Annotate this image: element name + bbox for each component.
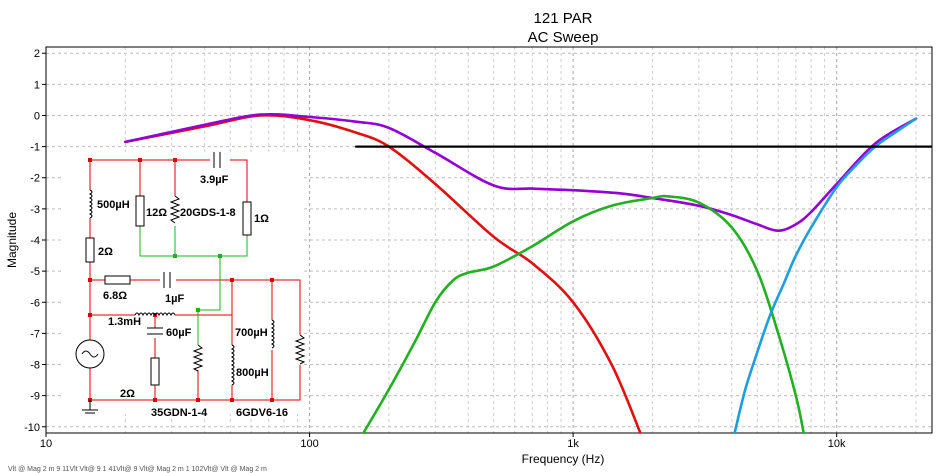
y-tick-label: -7 bbox=[30, 328, 40, 340]
series-line-blue bbox=[733, 117, 918, 433]
chart-subtitle: AC Sweep bbox=[528, 29, 599, 46]
y-tick-label: 0 bbox=[34, 110, 40, 122]
schematic-label-12ohm: 12Ω bbox=[146, 207, 167, 219]
schematic-label-1ohm: 1Ω bbox=[254, 213, 269, 225]
x-tick-label: 10k bbox=[828, 438, 846, 450]
y-tick-label: -3 bbox=[30, 204, 40, 216]
y-tick-label: -10 bbox=[24, 422, 40, 434]
x-tick-label: 1k bbox=[567, 438, 579, 450]
schematic-label-60uF: 60µF bbox=[166, 327, 192, 339]
y-tick-label: -1 bbox=[30, 142, 40, 154]
schematic-label-35gdn: 35GDN-1-4 bbox=[151, 407, 208, 419]
x-tick-label: 10 bbox=[40, 438, 52, 450]
y-tick-label: -5 bbox=[30, 266, 40, 278]
y-axis-label: Magnitude bbox=[5, 212, 19, 268]
plot-frame bbox=[45, 46, 933, 434]
y-tick-label: 2 bbox=[34, 48, 40, 60]
schematic-label-6-8ohm: 6.8Ω bbox=[103, 290, 127, 302]
schematic-label-3-9uF: 3.9µF bbox=[200, 174, 229, 186]
schematic-label-500uH: 500µH bbox=[97, 199, 130, 211]
schematic-label-6gdv6: 6GDV6-16 bbox=[236, 407, 288, 419]
x-axis-ticks: 10 100 1k 10k bbox=[40, 433, 846, 450]
schematic-label-20gds: 20GDS-1-8 bbox=[180, 207, 236, 219]
y-tick-label: -8 bbox=[30, 360, 40, 372]
y-tick-label: -4 bbox=[30, 235, 40, 247]
x-tick-label: 100 bbox=[300, 438, 318, 450]
schematic-label-700uH: 700µH bbox=[235, 327, 268, 339]
y-tick-label: -2 bbox=[30, 173, 40, 185]
y-tick-label: 1 bbox=[34, 79, 40, 91]
y-tick-label: -9 bbox=[30, 391, 40, 403]
chart-title: 121 PAR bbox=[534, 10, 593, 27]
schematic-label-800uH: 800µH bbox=[236, 367, 269, 379]
y-tick-label: -6 bbox=[30, 297, 40, 309]
circuit-schematic: 500µH 2Ω 6.8Ω 1µF 1.3mH 2Ω 60µF 35GDN-1-… bbox=[62, 152, 306, 419]
schematic-background bbox=[62, 152, 302, 414]
cursor-readout: Vlt @ Mag 2 m 9 11Vlt Vlt@ 9 1 41Vlt@ 9 … bbox=[8, 466, 267, 473]
x-axis-label: Frequency (Hz) bbox=[522, 452, 605, 466]
schematic-components bbox=[75, 152, 306, 414]
schematic-label-2ohm-upper: 2Ω bbox=[98, 246, 113, 258]
schematic-label-2ohm-lower: 2Ω bbox=[120, 388, 135, 400]
schematic-wires-green bbox=[139, 226, 248, 345]
schematic-label-1uF: 1µF bbox=[165, 293, 184, 305]
y-axis-ticks: 2 1 0 -1 -2 -3 -4 -5 -6 -7 -8 -9 -10 bbox=[24, 48, 46, 434]
series-line-purple bbox=[124, 112, 918, 232]
schematic-nodes-green bbox=[173, 254, 222, 312]
series-layer bbox=[124, 112, 932, 433]
series-line-green bbox=[362, 194, 805, 433]
schematic-label-1-3mH: 1.3mH bbox=[108, 316, 141, 328]
